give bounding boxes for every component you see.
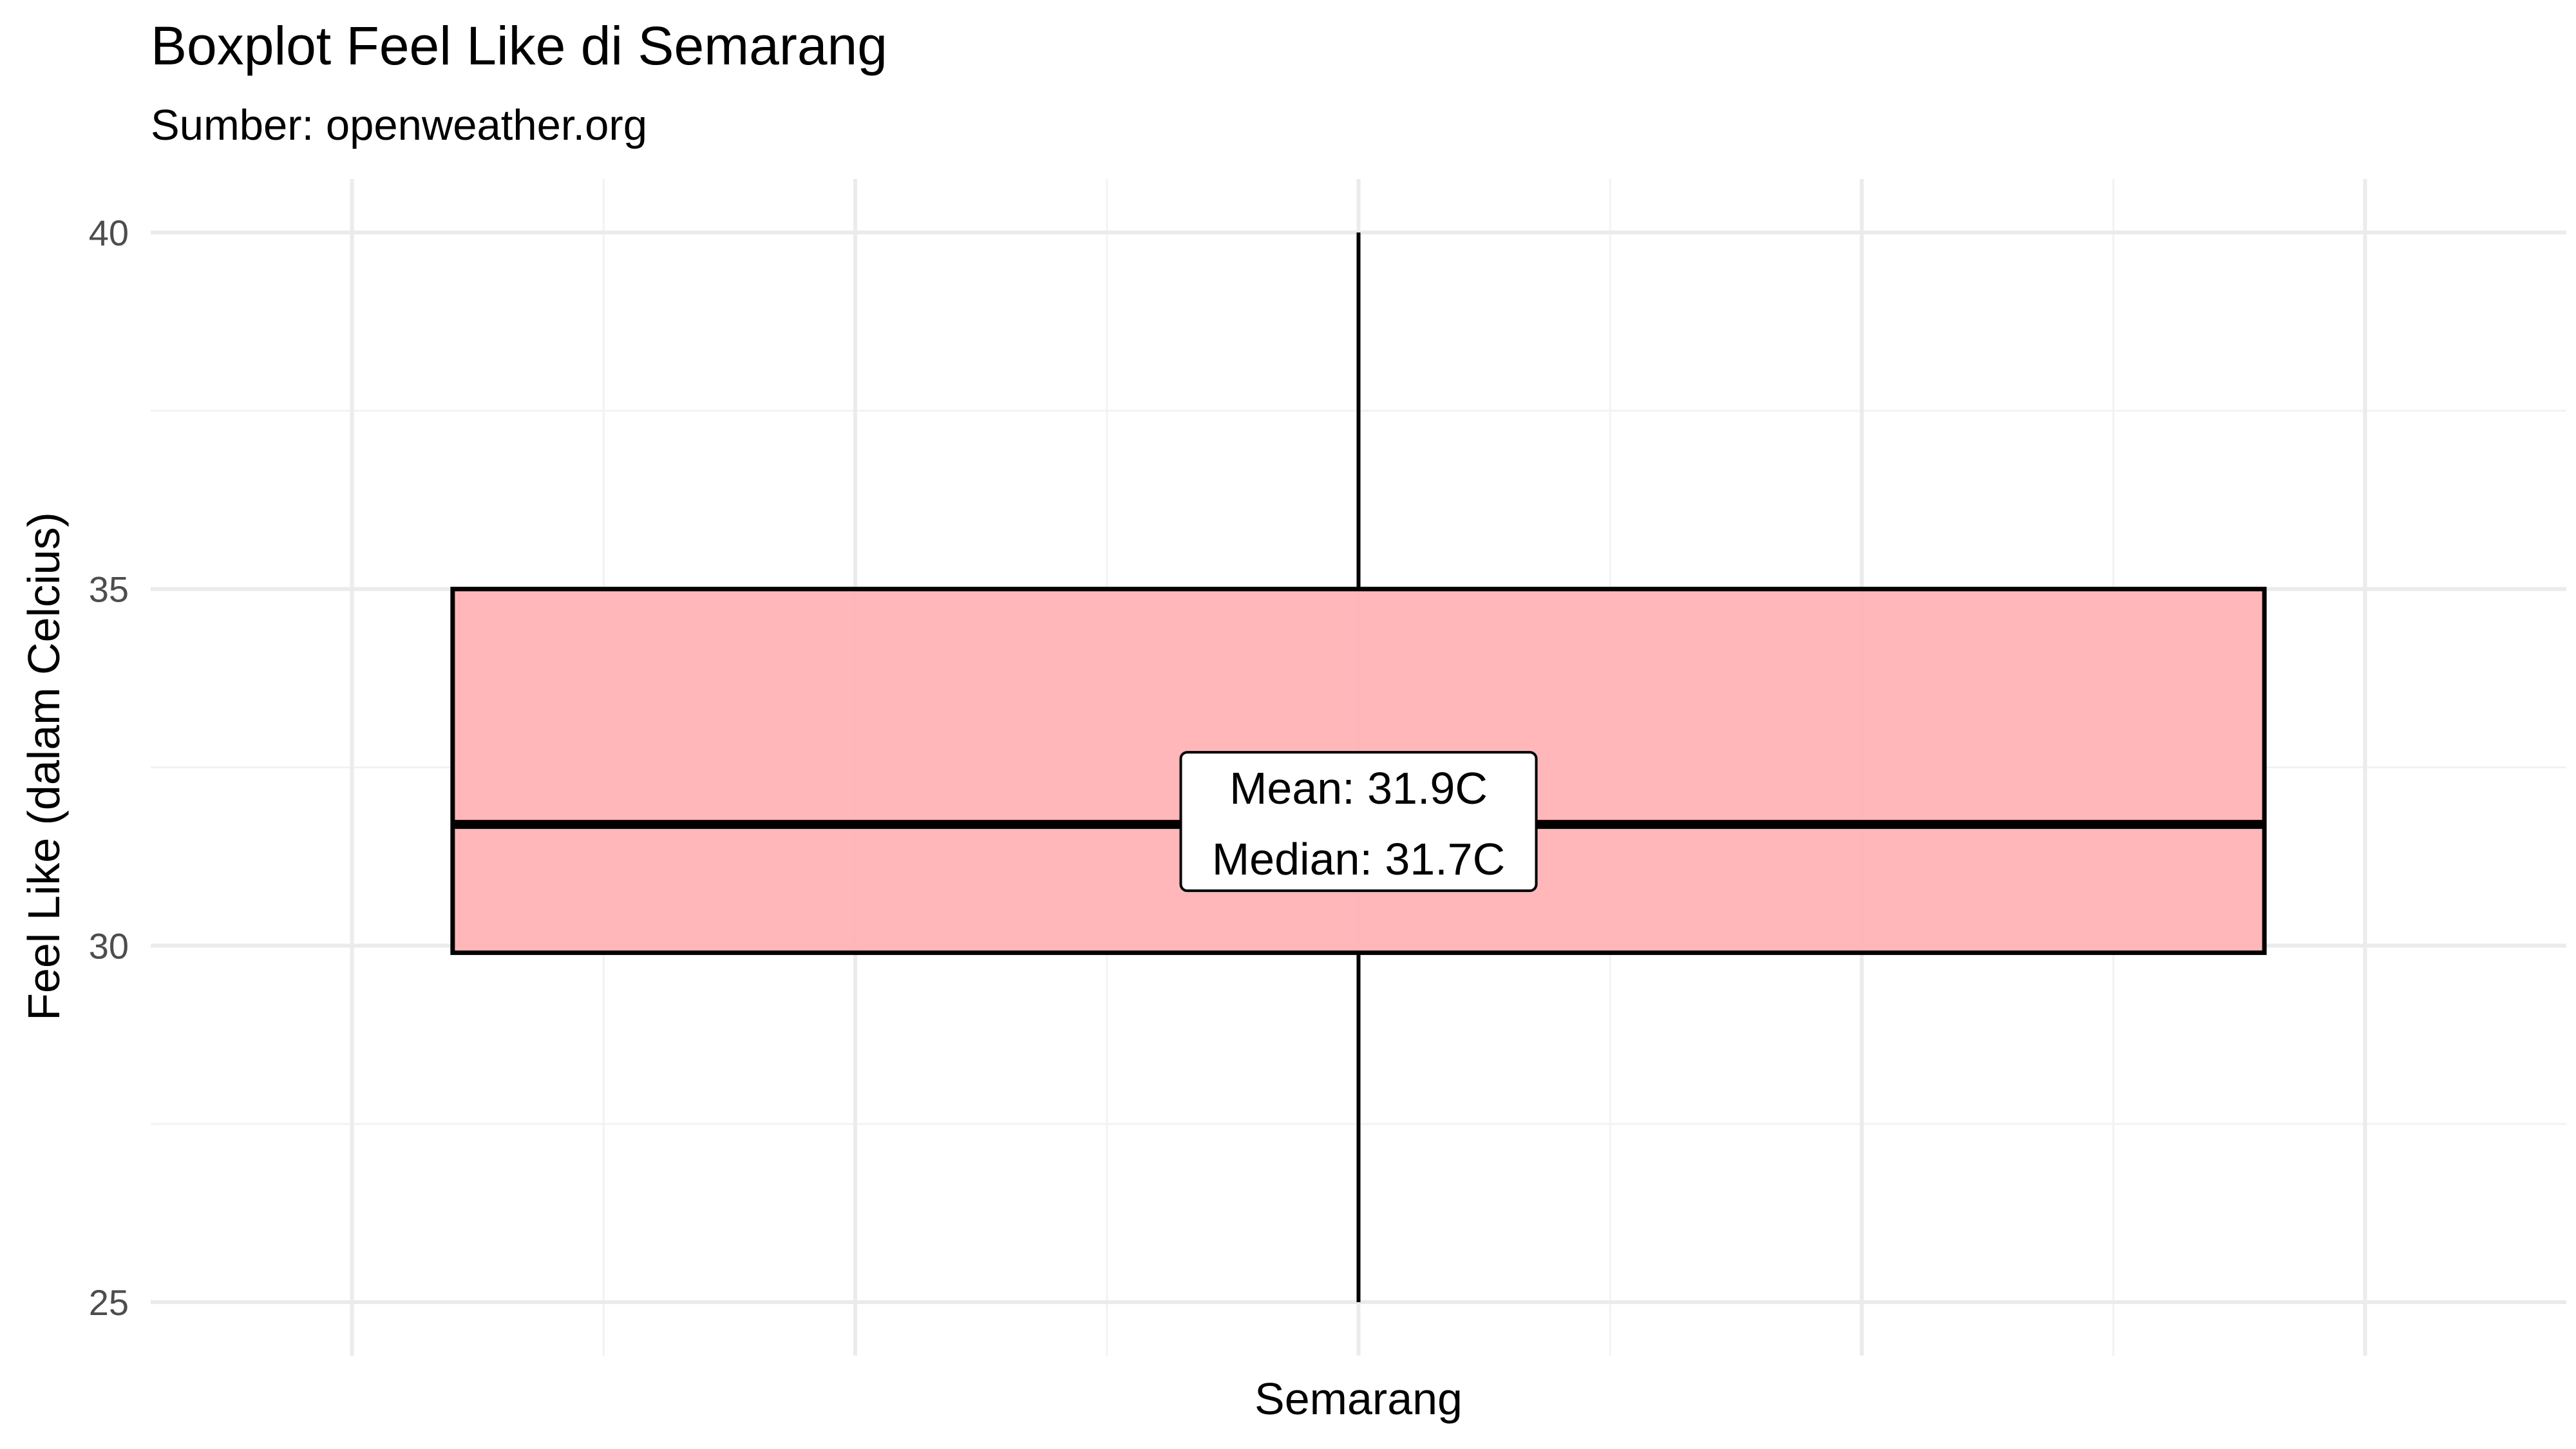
y-axis-title: Feel Like (dalam Celcius) — [19, 512, 69, 1021]
annotation-box — [1179, 751, 1538, 893]
box-layer: Mean: 31.9C Median: 31.7C — [450, 232, 2267, 1302]
chart-subtitle: Sumber: openweather.org — [151, 101, 647, 149]
y-tick-label: 40 — [89, 213, 129, 253]
stats-annotation: Mean: 31.9C Median: 31.7C — [1179, 751, 1538, 893]
chart-title: Boxplot Feel Like di Semarang — [151, 15, 887, 76]
y-tick-label: 25 — [89, 1282, 129, 1323]
y-tick-label: 35 — [89, 569, 129, 610]
x-category-label: Semarang — [1255, 1374, 1463, 1424]
y-tick-label: 30 — [89, 925, 129, 966]
median-label: Median: 31.7C — [1212, 834, 1505, 884]
mean-label: Mean: 31.9C — [1229, 763, 1488, 813]
y-axis-ticks: 25 30 35 40 — [89, 213, 129, 1323]
